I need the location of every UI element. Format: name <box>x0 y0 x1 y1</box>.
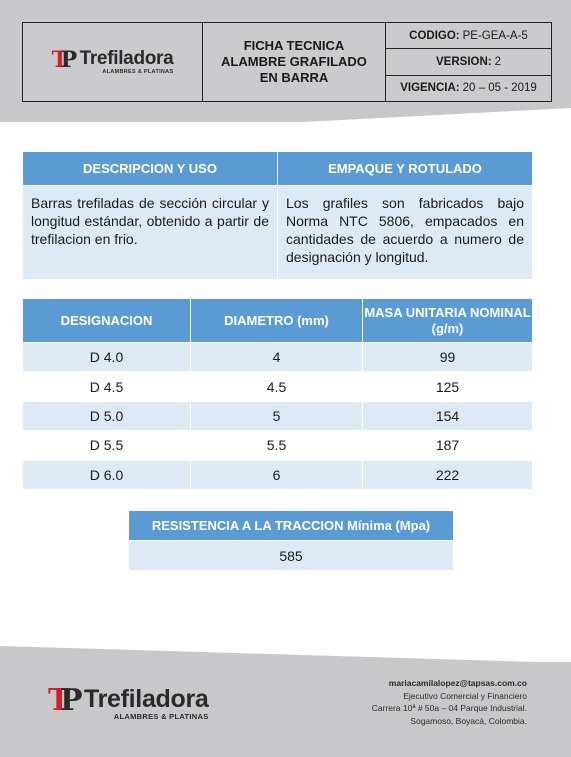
packaging-header: EMPAQUE Y ROTULADO <box>277 151 533 186</box>
diameter-cell: 5.5 <box>190 430 363 461</box>
version-label: VERSION: <box>436 55 492 68</box>
specifications-table: DESIGNACION DIAMETRO (mm) MASA UNITARIA … <box>22 298 533 490</box>
table-row: D 5.0 5 154 <box>22 400 533 432</box>
version-row: VERSION: 2 <box>386 49 551 76</box>
table-row: D 4.0 4 99 <box>22 341 533 373</box>
packaging-text: Los grafiles son fabricados bajo Norma N… <box>277 185 533 280</box>
table-row: D 6.0 6 222 <box>22 459 533 490</box>
designation-cell: D 6.0 <box>22 459 191 490</box>
designation-cell: D 4.0 <box>22 341 191 373</box>
codigo-label: CODIGO: <box>409 29 460 42</box>
contact-address: Carrera 10ª # 50a – 04 Parque Industrial… <box>371 703 527 713</box>
codigo-row: CODIGO: PE-GEA-A-5 <box>386 23 551 50</box>
mass-cell: 222 <box>362 459 533 490</box>
description-header: DESCRIPCION Y USO <box>22 151 278 186</box>
table-row: D 4.5 4.5 125 <box>22 371 533 402</box>
designation-cell: D 5.0 <box>22 400 191 432</box>
mass-cell: 99 <box>362 341 533 373</box>
diameter-cell: 5 <box>190 400 363 432</box>
title-line-3: EN BARRA <box>259 70 329 85</box>
mass-cell: 154 <box>362 400 533 432</box>
footer-logo-name: Trefiladora <box>84 685 209 713</box>
title-line-2: ALAMBRE GRAFILADO <box>221 54 367 69</box>
diameter-cell: 4.5 <box>190 371 363 402</box>
description-table: DESCRIPCION Y USO EMPAQUE Y ROTULADO Bar… <box>22 151 533 280</box>
vigencia-label: VIGENCIA: <box>400 82 460 95</box>
table-row: D 5.5 5.5 187 <box>22 430 533 461</box>
logo-subtitle: ALAMBRES & PLATINAS <box>102 69 174 75</box>
contact-info: mariacamilalopez@tapsas.com.co Ejecutivo… <box>372 677 527 727</box>
diameter-cell: 4 <box>190 341 363 373</box>
logo-name: Trefiladora <box>79 48 174 69</box>
diameter-header: DIAMETRO (mm) <box>190 298 363 343</box>
description-text: Barras trefiladas de sección circular y … <box>22 185 278 280</box>
document-title: FICHA TECNICA ALAMBRE GRAFILADO EN BARRA <box>203 23 386 101</box>
footer-band <box>0 662 571 757</box>
mass-cell: 125 <box>362 371 533 402</box>
vigencia-row: VIGENCIA: 20 – 05 - 2019 <box>386 76 551 101</box>
mass-header: MASA UNITARIA NOMINAL (g/m) <box>362 298 533 343</box>
mass-cell: 187 <box>362 430 533 461</box>
title-line-1: FICHA TECNICA <box>243 38 345 53</box>
footer-logo-subtitle: ALAMBRES & PLATINAS <box>113 712 209 721</box>
contact-role: Ejecutivo Comercial y Financiero <box>403 690 527 701</box>
designation-header: DESIGNACION <box>22 298 191 343</box>
contact-email[interactable]: mariacamilalopez@tapsas.com.co <box>388 678 527 688</box>
contact-city: Sogamoso, Boyacá, Colombia. <box>410 715 527 726</box>
document-meta: CODIGO: PE-GEA-A-5 VERSION: 2 VIGENCIA: … <box>386 23 551 101</box>
resistance-value: 585 <box>128 540 454 571</box>
designation-cell: D 5.5 <box>22 430 191 461</box>
resistance-header: RESISTENCIA A LA TRACCION Mínima (Mpa) <box>128 510 454 541</box>
codigo-value: PE-GEA-A-5 <box>462 29 528 42</box>
vigencia-value: 20 – 05 - 2019 <box>462 82 537 95</box>
designation-cell: D 4.5 <box>22 371 191 402</box>
version-value: 2 <box>494 55 501 68</box>
resistance-table: RESISTENCIA A LA TRACCION Mínima (Mpa) 5… <box>128 510 454 571</box>
diameter-cell: 6 <box>190 459 363 490</box>
